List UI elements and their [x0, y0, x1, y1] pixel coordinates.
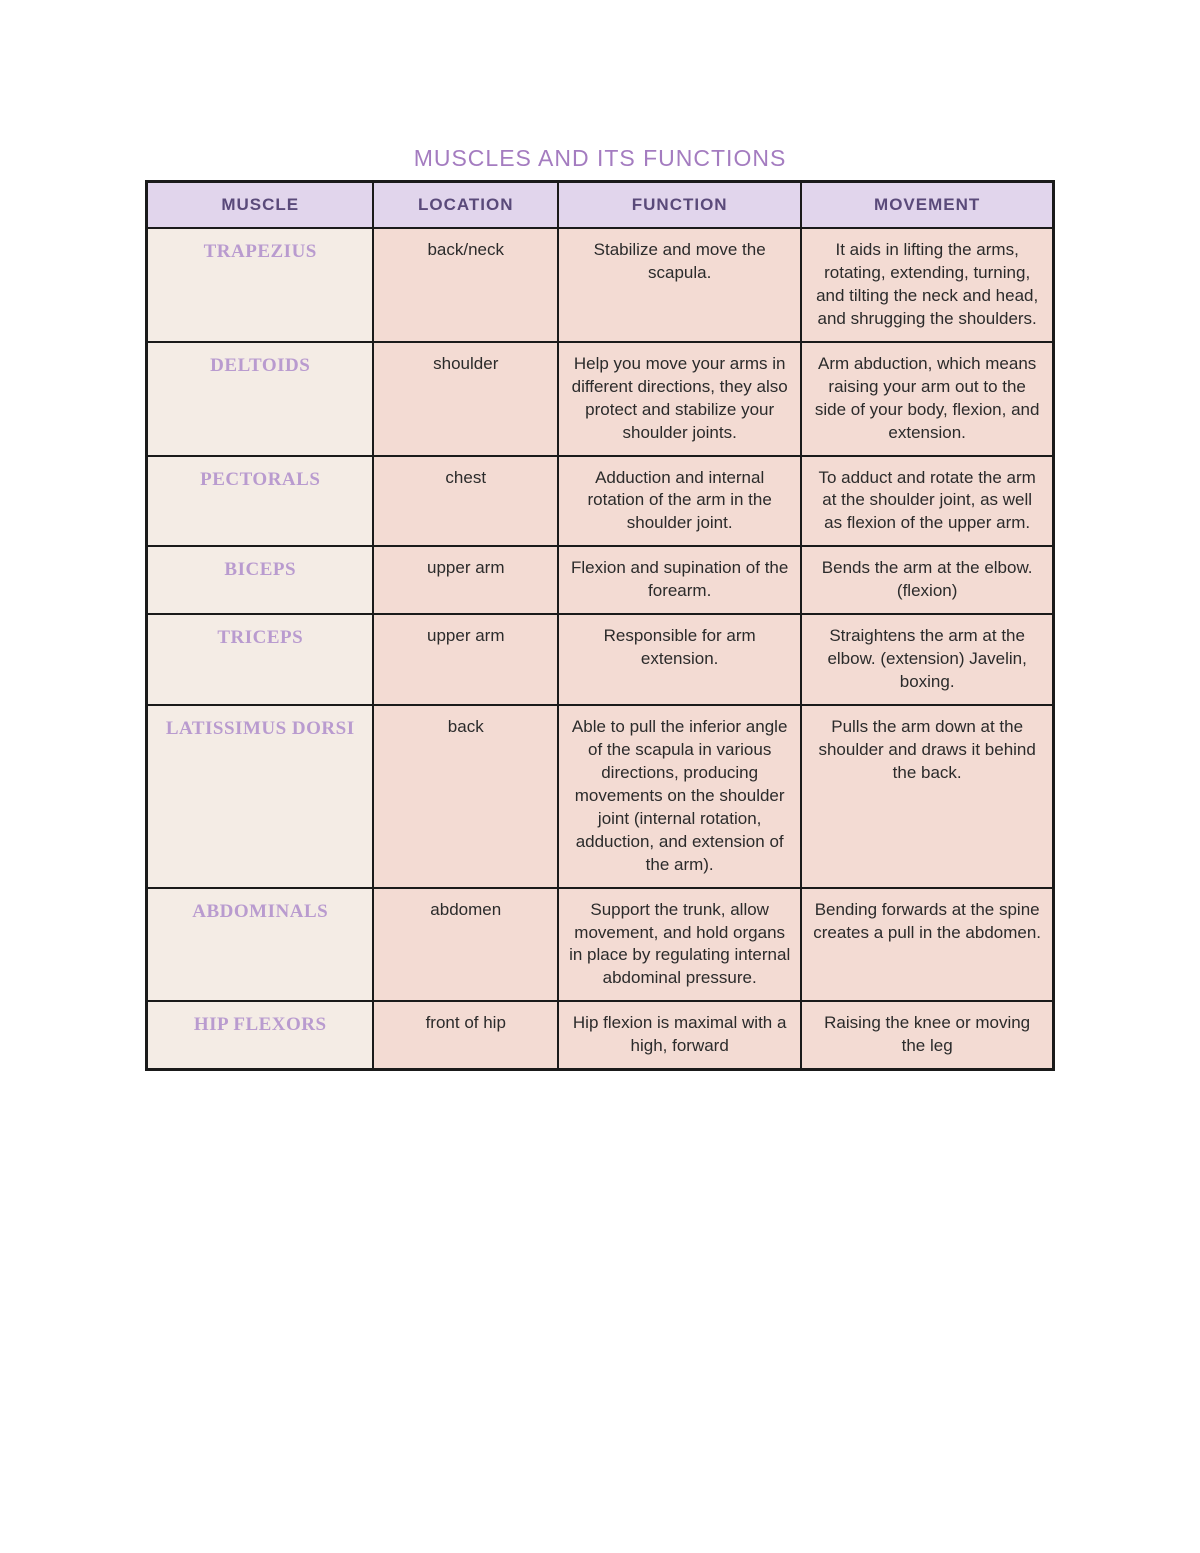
muscle-name: BICEPS	[224, 559, 296, 580]
table-row: TRAPEZIUS back/neck Stabilize and move t…	[147, 228, 1054, 342]
cell-movement: Pulls the arm down at the shoulder and d…	[801, 705, 1053, 888]
cell-movement: Bends the arm at the elbow. (flexion)	[801, 546, 1053, 614]
cell-movement: Bending forwards at the spine creates a …	[801, 888, 1053, 1002]
cell-function: Help you move your arms in different dir…	[558, 342, 801, 456]
cell-location: abdomen	[373, 888, 558, 1002]
cell-function: Able to pull the inferior angle of the s…	[558, 705, 801, 888]
cell-function: Hip flexion is maximal with a high, forw…	[558, 1001, 801, 1069]
col-header-function: FUNCTION	[558, 182, 801, 229]
muscle-name: ABDOMINALS	[192, 901, 328, 922]
cell-movement: Raising the knee or moving the leg	[801, 1001, 1053, 1069]
cell-function: Adduction and internal rotation of the a…	[558, 456, 801, 547]
cell-location: upper arm	[373, 546, 558, 614]
cell-movement: To adduct and rotate the arm at the shou…	[801, 456, 1053, 547]
muscle-name: TRAPEZIUS	[204, 241, 317, 262]
cell-location: shoulder	[373, 342, 558, 456]
muscle-name: HIP FLEXORS	[194, 1014, 327, 1035]
table-row: LATISSIMUS DORSI back Able to pull the i…	[147, 705, 1054, 888]
cell-location: front of hip	[373, 1001, 558, 1069]
table-row: TRICEPS upper arm Responsible for arm ex…	[147, 614, 1054, 705]
cell-movement: It aids in lifting the arms, rotating, e…	[801, 228, 1053, 342]
col-header-movement: MOVEMENT	[801, 182, 1053, 229]
col-header-location: LOCATION	[373, 182, 558, 229]
cell-function: Stabilize and move the scapula.	[558, 228, 801, 342]
document-page: MUSCLES AND ITS FUNCTIONS MUSCLE LOCATIO…	[0, 0, 1200, 1553]
muscle-name: LATISSIMUS DORSI	[166, 718, 355, 739]
cell-location: upper arm	[373, 614, 558, 705]
cell-location: back/neck	[373, 228, 558, 342]
muscle-name: PECTORALS	[200, 469, 320, 490]
table-row: ABDOMINALS abdomen Support the trunk, al…	[147, 888, 1054, 1002]
muscle-name: TRICEPS	[217, 627, 303, 648]
page-title: MUSCLES AND ITS FUNCTIONS	[0, 0, 1200, 180]
col-header-muscle: MUSCLE	[147, 182, 374, 229]
cell-function: Support the trunk, allow movement, and h…	[558, 888, 801, 1002]
table-row: BICEPS upper arm Flexion and supination …	[147, 546, 1054, 614]
cell-movement: Arm abduction, which means raising your …	[801, 342, 1053, 456]
cell-function: Responsible for arm extension.	[558, 614, 801, 705]
table-row: HIP FLEXORS front of hip Hip flexion is …	[147, 1001, 1054, 1069]
cell-location: chest	[373, 456, 558, 547]
cell-movement: Straightens the arm at the elbow. (exten…	[801, 614, 1053, 705]
muscle-name: DELTOIDS	[210, 355, 310, 376]
cell-location: back	[373, 705, 558, 888]
table-row: PECTORALS chest Adduction and internal r…	[147, 456, 1054, 547]
table-row: DELTOIDS shoulder Help you move your arm…	[147, 342, 1054, 456]
table-header-row: MUSCLE LOCATION FUNCTION MOVEMENT	[147, 182, 1054, 229]
table-body: TRAPEZIUS back/neck Stabilize and move t…	[147, 228, 1054, 1070]
muscles-table: MUSCLE LOCATION FUNCTION MOVEMENT TRAPEZ…	[145, 180, 1055, 1071]
cell-function: Flexion and supination of the forearm.	[558, 546, 801, 614]
